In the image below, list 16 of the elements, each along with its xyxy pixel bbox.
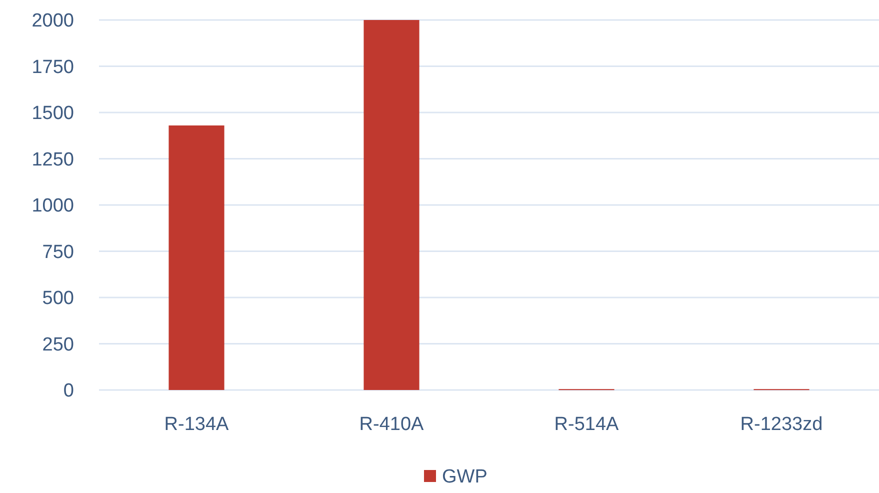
y-tick-label: 250	[42, 334, 74, 356]
bar	[168, 125, 224, 390]
y-tick-label: 1000	[32, 196, 74, 217]
y-tick-label: 750	[42, 242, 74, 263]
y-tick-label: 1250	[32, 149, 74, 170]
y-tick-label: 500	[42, 288, 74, 310]
bar	[364, 20, 420, 390]
y-tick-label: 1750	[32, 56, 74, 78]
legend-label: GWP	[442, 466, 488, 488]
y-tick-label: 2000	[32, 10, 74, 32]
y-tick-label: 0	[63, 380, 74, 402]
x-tick-label: R-1233zd	[740, 414, 823, 435]
x-tick-label: R-410A	[359, 414, 424, 435]
y-tick-label: 1500	[32, 103, 74, 124]
x-tick-label: R-514A	[554, 414, 620, 435]
x-tick-label: R-134A	[164, 414, 230, 435]
